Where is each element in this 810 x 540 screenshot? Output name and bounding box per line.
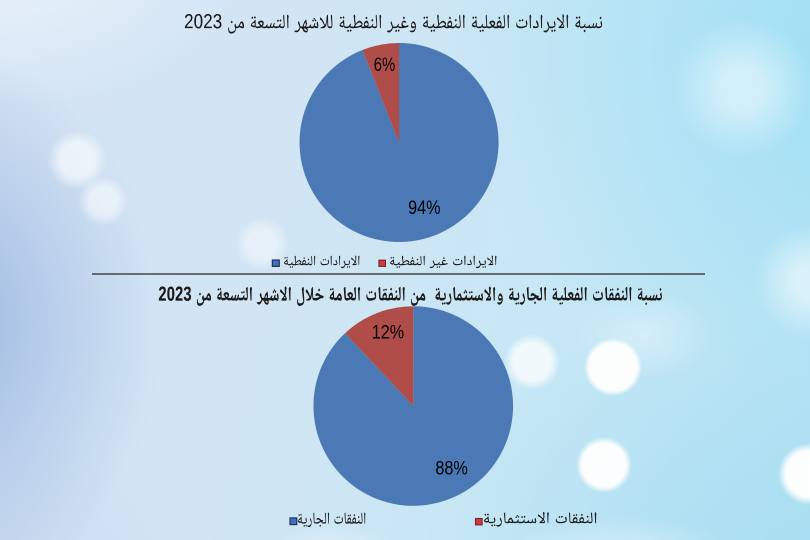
svg-text:6%: 6% — [374, 55, 396, 76]
svg-text:12%: 12% — [372, 323, 404, 344]
svg-text:94%: 94% — [408, 198, 440, 219]
svg-text:88%: 88% — [435, 458, 468, 479]
